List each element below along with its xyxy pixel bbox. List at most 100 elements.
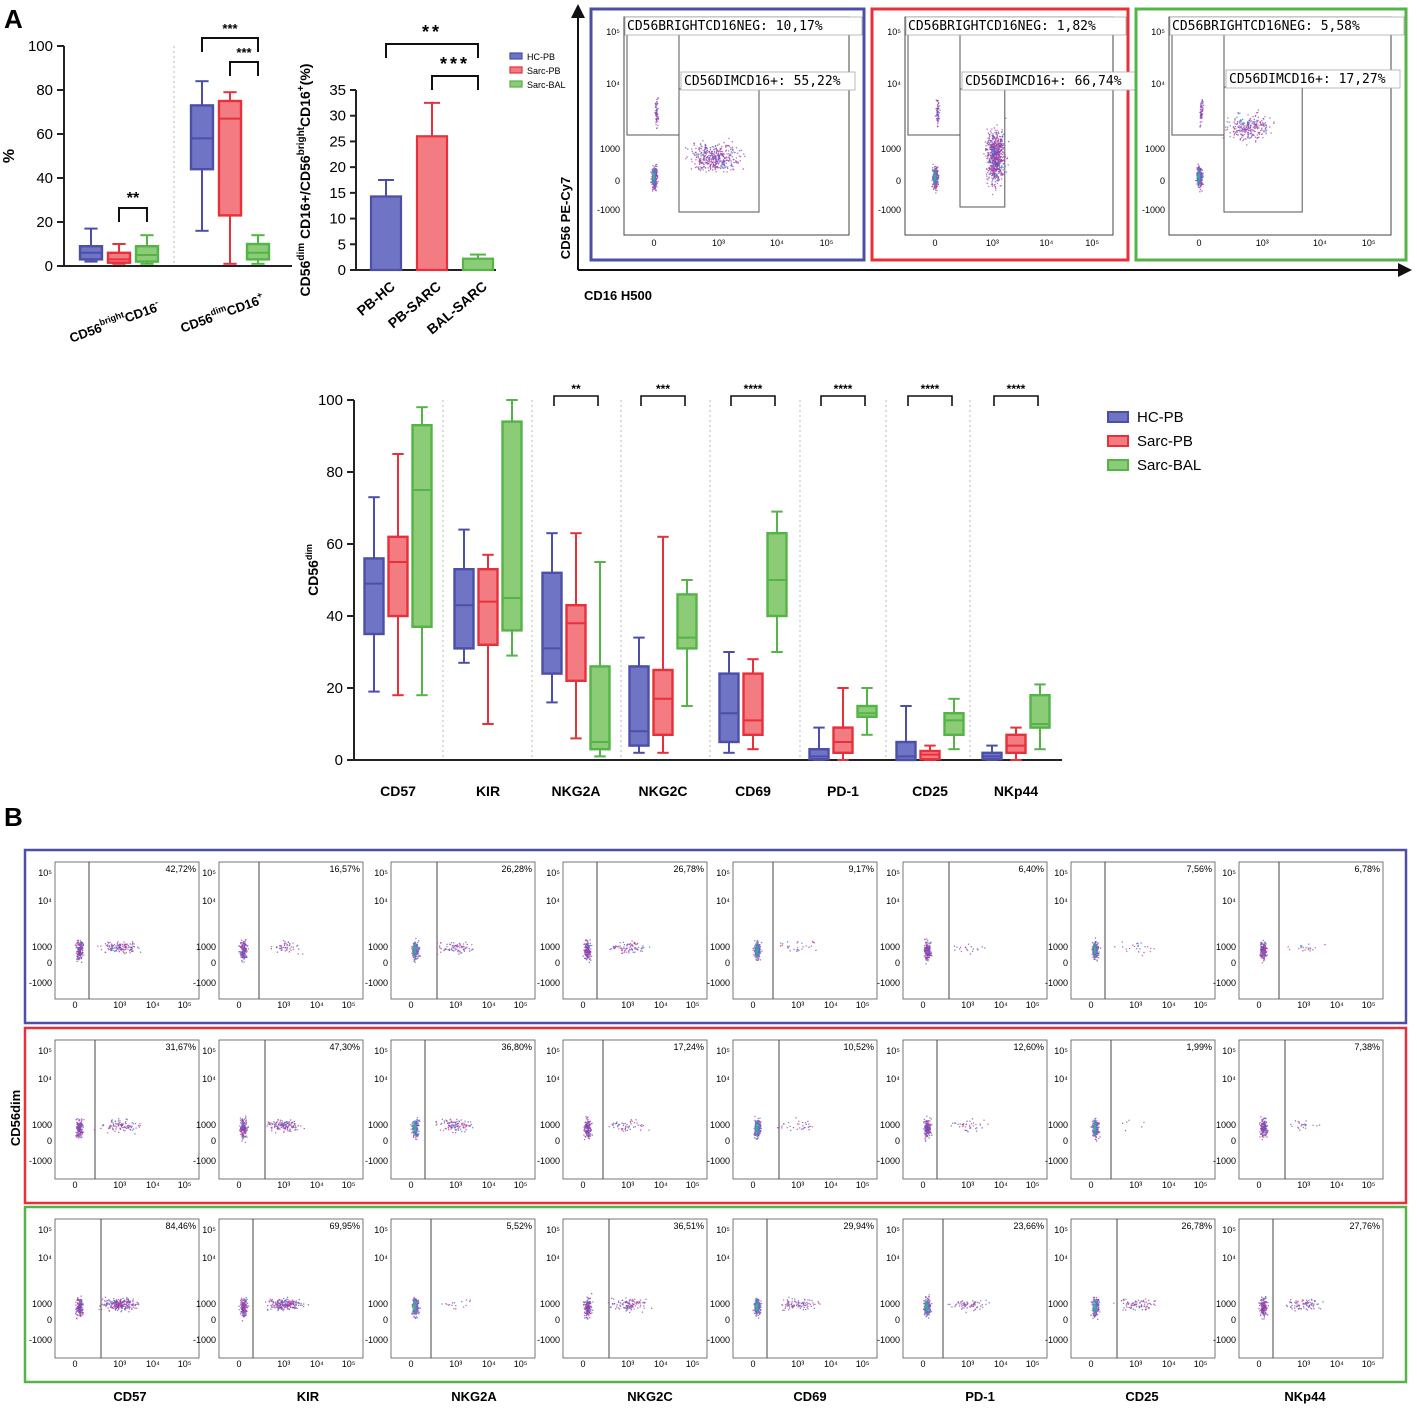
event-dot <box>1001 160 1003 163</box>
event-dot <box>453 942 455 944</box>
event-dot <box>994 143 996 145</box>
event-dot <box>989 135 991 137</box>
event-dot <box>118 946 120 949</box>
x-tick-label: 10³ <box>961 1000 974 1010</box>
event-dot <box>276 1126 278 1128</box>
y-tick-label: 60 <box>326 536 343 553</box>
event-dot <box>786 945 789 947</box>
event-dot <box>1200 104 1202 106</box>
event-dot <box>929 953 931 955</box>
event-dot <box>79 939 81 942</box>
event-dot <box>279 1124 281 1127</box>
event-dot <box>1200 111 1203 113</box>
event-dot <box>1200 101 1202 103</box>
event-dot <box>130 1126 133 1129</box>
event-dot <box>993 166 995 169</box>
event-dot <box>123 949 125 951</box>
event-dot <box>725 149 727 151</box>
event-dot <box>731 141 733 143</box>
event-dot <box>81 1123 83 1125</box>
event-dot <box>1247 129 1249 131</box>
box-NKG2C-Sarc-BAL <box>676 579 698 707</box>
x-tick-label: 0 <box>1196 238 1201 248</box>
event-dot <box>993 150 996 152</box>
event-dot <box>116 947 118 949</box>
event-dot <box>728 155 730 157</box>
event-dot <box>721 162 723 164</box>
event-dot <box>1239 129 1241 131</box>
event-dot <box>719 158 721 160</box>
event-dot <box>713 149 715 151</box>
event-dot <box>654 187 657 189</box>
event-dot <box>656 98 658 101</box>
y-tick-label: 0 <box>45 258 53 275</box>
event-dot <box>930 951 932 954</box>
event-dot <box>722 156 725 158</box>
event-dot <box>1256 126 1258 128</box>
event-dot <box>456 944 458 946</box>
x-tick-label: 10³ <box>277 1180 290 1190</box>
event-dot <box>1007 164 1009 166</box>
event-dot <box>288 1121 290 1123</box>
event-dot <box>991 167 993 169</box>
event-dot <box>79 1127 81 1129</box>
event-dot <box>415 937 417 940</box>
event-dot <box>451 947 453 949</box>
event-dot <box>1091 942 1094 944</box>
event-dot <box>1225 129 1227 131</box>
event-dot <box>125 1118 127 1120</box>
event-dot <box>702 140 704 142</box>
event-dot <box>1265 943 1267 945</box>
event-dot <box>1260 950 1263 952</box>
dim-gate-label: CD56DIMCD16+: 66,74% <box>965 74 1122 89</box>
event-dot <box>1202 176 1204 178</box>
event-dot <box>996 150 998 153</box>
event-dot <box>77 1126 79 1129</box>
event-dot <box>1257 121 1259 123</box>
event-dot <box>240 945 242 947</box>
event-dot <box>997 168 999 170</box>
event-dot <box>1259 954 1261 956</box>
event-dot <box>80 1122 82 1124</box>
event-dot <box>716 149 718 151</box>
event-dot <box>111 1121 113 1123</box>
event-dot <box>1257 116 1260 119</box>
x-tick-label: 10⁵ <box>178 1180 192 1190</box>
event-dot <box>1260 949 1263 951</box>
event-dot <box>124 945 126 947</box>
event-dot <box>987 154 989 156</box>
event-dot <box>283 1131 285 1133</box>
event-dot <box>937 178 939 180</box>
event-dot <box>714 150 716 153</box>
event-dot <box>241 1119 243 1121</box>
event-dot <box>723 141 725 144</box>
dim-gate-label: CD56DIMCD16+: 17,27% <box>1229 72 1386 87</box>
event-dot <box>999 143 1001 145</box>
event-dot <box>995 152 997 154</box>
event-dot <box>76 1123 78 1126</box>
event-dot <box>79 954 81 957</box>
event-dot <box>1229 132 1231 134</box>
event-dot <box>654 186 656 188</box>
event-dot <box>990 130 992 132</box>
event-dot <box>75 947 77 949</box>
event-dot <box>587 948 589 951</box>
event-dot <box>991 161 994 163</box>
event-dot <box>712 161 714 163</box>
event-dot <box>925 956 927 958</box>
box-CD56brightCD16--Sarc-PB <box>106 243 132 265</box>
event-dot <box>1137 945 1139 948</box>
event-dot <box>76 960 78 963</box>
event-dot <box>999 162 1002 164</box>
event-dot <box>119 1127 121 1129</box>
event-dot <box>993 144 995 146</box>
event-dot <box>796 942 798 944</box>
event-dot <box>694 166 697 169</box>
event-dot <box>80 1135 82 1137</box>
event-dot <box>695 159 697 161</box>
event-dot <box>411 952 413 955</box>
event-dot <box>954 949 956 951</box>
event-dot <box>451 945 454 947</box>
